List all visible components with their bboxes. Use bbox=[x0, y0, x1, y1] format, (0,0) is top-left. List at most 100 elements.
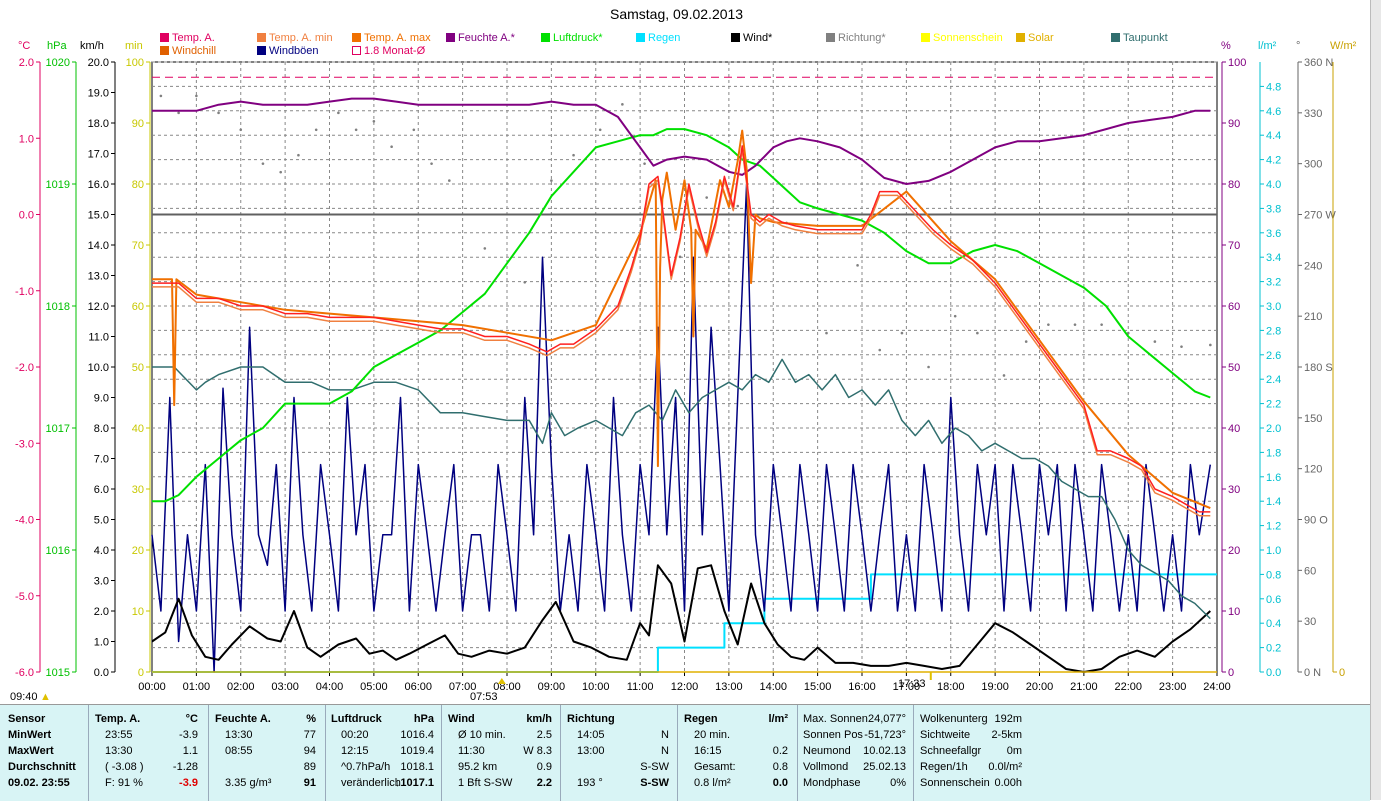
y-tick-label-minutes: 100 bbox=[126, 57, 144, 69]
table-cell-label: 13:30 bbox=[105, 745, 133, 757]
table-divider bbox=[325, 705, 326, 801]
point-richtung bbox=[412, 128, 416, 132]
legend-swatch bbox=[160, 46, 169, 55]
y-tick-label-minutes: 20 bbox=[132, 545, 144, 557]
x-tick-label: 21:00 bbox=[1070, 681, 1098, 693]
y-tick-label-rain: 2.6 bbox=[1266, 350, 1281, 362]
series-temp-a-max bbox=[152, 129, 1211, 510]
x-tick-label: 22:00 bbox=[1114, 681, 1142, 693]
point-richtung bbox=[1100, 323, 1103, 326]
y-tick-label-temp: -3.0 bbox=[15, 438, 34, 450]
table-cell-value: 77 bbox=[303, 729, 316, 741]
y-tick-label-humidity: 70 bbox=[1228, 240, 1240, 252]
legend-swatch bbox=[446, 33, 455, 42]
sunrise-marker bbox=[497, 678, 506, 684]
y-tick-label-pressure: 1015 bbox=[46, 667, 70, 679]
point-richtung bbox=[523, 280, 527, 284]
x-tick-label: 03:00 bbox=[271, 681, 299, 693]
window-edge bbox=[1370, 0, 1381, 800]
table-cell-value: 1.1 bbox=[182, 745, 198, 757]
x-tick-label: 09:00 bbox=[538, 681, 566, 693]
point-richtung bbox=[297, 153, 300, 157]
legend-swatch bbox=[541, 33, 550, 42]
y-tick-label-pressure: 1017 bbox=[46, 423, 70, 435]
legend-item: Richtung* bbox=[826, 32, 886, 44]
y-tick-label-wind: 6.0 bbox=[94, 484, 109, 496]
y-tick-label-minutes: 80 bbox=[132, 179, 144, 191]
legend-item: Sonnenschein bbox=[921, 32, 1003, 44]
info-label: Sichtweite bbox=[920, 729, 971, 741]
sun-start-icon: ▲ bbox=[40, 691, 51, 703]
point-richtung bbox=[337, 111, 340, 115]
legend-swatch bbox=[257, 33, 266, 42]
y-tick-label-humidity: 10 bbox=[1228, 606, 1240, 618]
point-richtung bbox=[878, 348, 882, 352]
point-richtung bbox=[354, 128, 358, 132]
y-tick-label-wind: 10.0 bbox=[88, 362, 109, 374]
y-tick-label-rain: 0.4 bbox=[1266, 618, 1281, 630]
legend-item: Solar bbox=[1016, 32, 1054, 44]
table-cell-value: -1.28 bbox=[172, 761, 198, 773]
y-tick-label-rain: 3.4 bbox=[1266, 252, 1281, 264]
x-tick-label: 23:00 bbox=[1159, 681, 1187, 693]
legend-label: Feuchte A.* bbox=[458, 32, 515, 44]
legend-label: Regen bbox=[648, 32, 681, 44]
info-value: 25.02.13 bbox=[863, 761, 906, 773]
legend-swatch bbox=[160, 33, 169, 42]
x-tick-label: 10:00 bbox=[582, 681, 610, 693]
x-tick-label: 19:00 bbox=[981, 681, 1009, 693]
point-richtung bbox=[1153, 340, 1157, 343]
table-cell-label: 11:30 bbox=[458, 745, 485, 757]
legend-label: 1.8 Monat-Ø bbox=[364, 45, 426, 57]
point-richtung bbox=[621, 103, 624, 106]
sunrise-label: 07:53 bbox=[470, 691, 498, 703]
y-tick-label-minutes: 60 bbox=[132, 301, 144, 313]
table-cell-label: 193 ° bbox=[577, 777, 603, 789]
info-value: 0.0l/m² bbox=[988, 761, 1022, 773]
table-cell-value: 0.2 bbox=[772, 745, 788, 757]
axis-unit-wm2: W/m² bbox=[1330, 40, 1357, 52]
table-cell-value: 2.2 bbox=[536, 777, 552, 789]
table-cell-value: N bbox=[661, 745, 669, 757]
point-richtung bbox=[217, 111, 220, 115]
info-label: Schneefallgr bbox=[920, 745, 982, 757]
table-divider bbox=[797, 705, 798, 801]
y-tick-label-pressure: 1018 bbox=[46, 301, 70, 313]
y-tick-label-temp: 1.0 bbox=[19, 133, 34, 145]
info-label: Vollmond bbox=[803, 761, 849, 773]
y-tick-label-rain: 1.4 bbox=[1266, 496, 1281, 508]
point-richtung bbox=[314, 128, 318, 132]
y-tick-label-rain: 4.8 bbox=[1266, 81, 1281, 93]
point-richtung bbox=[1024, 340, 1028, 343]
y-tick-label-minutes: 0 bbox=[138, 667, 144, 679]
x-tick-label: 13:00 bbox=[715, 681, 743, 693]
y-tick-label-direction: 90 O bbox=[1304, 515, 1328, 527]
x-tick-label: 07:00 bbox=[449, 681, 477, 693]
y-tick-label-direction: 330 bbox=[1304, 108, 1322, 120]
table-cell-value: 0.0 bbox=[772, 777, 788, 789]
legend-swatch bbox=[731, 33, 740, 42]
chart-title: Samstag, 09.02.2013 bbox=[610, 6, 744, 22]
legend-swatch bbox=[1111, 33, 1120, 42]
y-tick-label-direction: 300 bbox=[1304, 159, 1322, 171]
table-cell-value: -3.9 bbox=[179, 777, 198, 789]
y-tick-label-rain: 2.2 bbox=[1266, 399, 1281, 411]
table-cell-value: S-SW bbox=[640, 761, 669, 773]
y-tick-label-wind: 1.0 bbox=[94, 637, 109, 649]
table-cell-value: 1018.1 bbox=[400, 761, 434, 773]
point-richtung bbox=[177, 111, 180, 115]
y-tick-label-rain: 3.8 bbox=[1266, 203, 1281, 215]
y-tick-label-wind: 4.0 bbox=[94, 545, 109, 557]
y-tick-label-rain: 4.6 bbox=[1266, 106, 1281, 118]
legend-swatch bbox=[826, 33, 835, 42]
legend-swatch bbox=[257, 46, 266, 55]
x-tick-label: 00:00 bbox=[138, 681, 166, 693]
legend-item: Taupunkt bbox=[1111, 32, 1168, 44]
point-richtung bbox=[598, 128, 602, 132]
table-header: Richtung bbox=[567, 713, 615, 725]
table-unit: °C bbox=[185, 713, 198, 725]
y-tick-label-temp: 2.0 bbox=[19, 57, 34, 69]
y-tick-label-direction: 360 N bbox=[1304, 57, 1333, 69]
legend-label: Temp. A. min bbox=[269, 32, 333, 44]
table-cell-label: 14:05 bbox=[577, 729, 605, 741]
